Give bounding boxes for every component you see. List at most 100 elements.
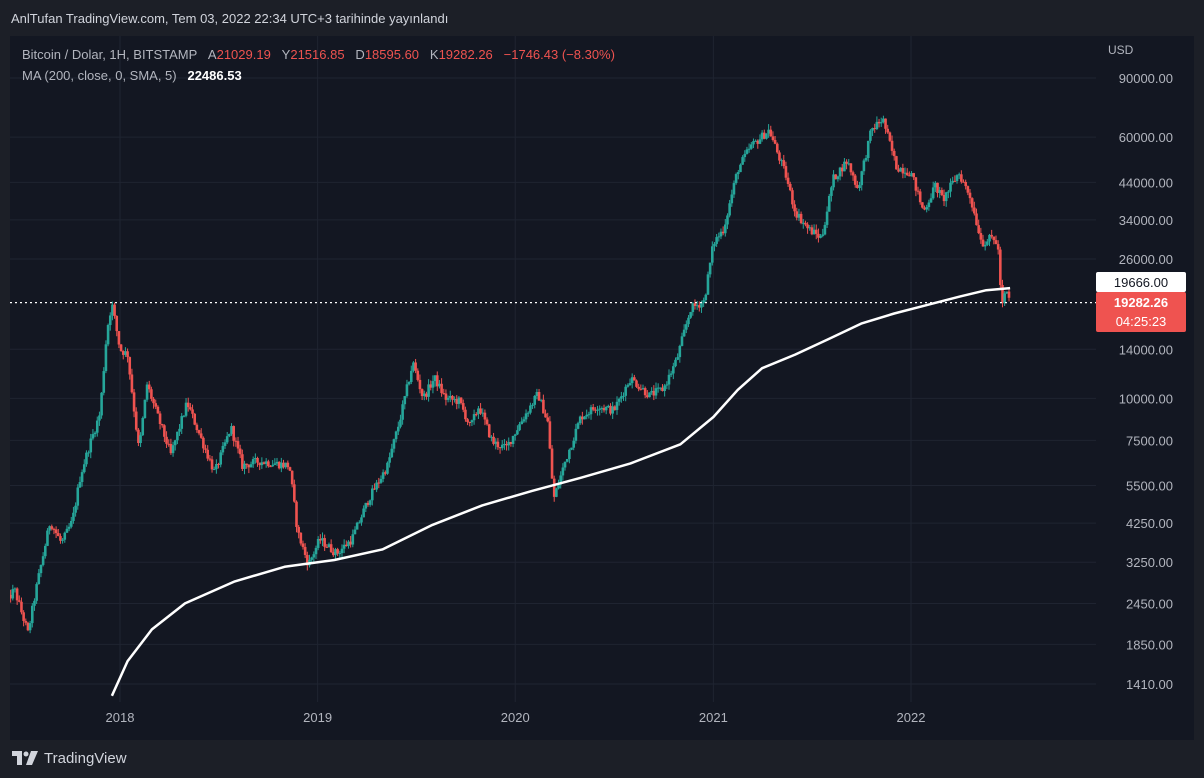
candle-body xyxy=(414,362,417,371)
candle-body xyxy=(93,432,97,435)
candle-body xyxy=(76,487,80,506)
candle-body xyxy=(206,449,210,459)
candle-body xyxy=(111,304,114,316)
candle-body xyxy=(418,379,422,390)
candle-body xyxy=(228,433,231,437)
candle-body xyxy=(873,127,877,129)
candle-body xyxy=(336,549,339,554)
candle-body xyxy=(860,171,864,186)
candle-body xyxy=(35,584,38,601)
candle-body xyxy=(565,459,569,462)
candle-body xyxy=(535,391,539,396)
candle-body xyxy=(442,393,446,395)
candle-body xyxy=(26,622,30,631)
candle-body xyxy=(966,186,970,193)
candle-body xyxy=(630,377,634,384)
candle-body xyxy=(251,459,255,465)
candle-body xyxy=(799,213,803,224)
candle-body xyxy=(786,177,790,184)
candle-body xyxy=(819,235,822,238)
candle-body xyxy=(373,488,376,490)
candle-body xyxy=(916,190,920,192)
candle-body xyxy=(425,393,428,397)
candle-body xyxy=(448,395,452,398)
candle-body xyxy=(165,436,168,444)
candle-body xyxy=(520,421,524,425)
y-tick-label: 34000.00 xyxy=(1119,213,1173,228)
candle-body xyxy=(914,177,918,191)
symbol-label[interactable]: Bitcoin / Dolar, 1H, BITSTAMP xyxy=(22,47,198,62)
candle-body xyxy=(795,211,799,218)
candle-body xyxy=(405,384,409,397)
candle-body xyxy=(43,545,47,557)
candle-body xyxy=(117,331,121,345)
candle-body xyxy=(843,161,846,172)
candle-body xyxy=(702,300,705,304)
candle-body xyxy=(925,207,929,210)
candle-body xyxy=(184,402,188,416)
candle-body xyxy=(698,305,701,308)
candle-body xyxy=(834,174,838,180)
candle-body xyxy=(392,439,396,449)
candle-body xyxy=(674,359,677,367)
candle-body xyxy=(199,433,203,438)
candle-body xyxy=(732,183,736,195)
candle-body xyxy=(589,407,593,415)
candle-body xyxy=(934,182,937,188)
ma-indicator-value: 22486.53 xyxy=(187,68,242,83)
candle-body xyxy=(33,600,36,606)
candle-body xyxy=(284,462,287,468)
candle-body xyxy=(762,132,766,139)
candle-body xyxy=(771,136,775,140)
currency-label[interactable]: USD xyxy=(1108,43,1134,57)
candle-body xyxy=(669,373,673,375)
candles xyxy=(10,115,1011,634)
candle-body xyxy=(470,420,474,423)
candle-body xyxy=(132,392,136,412)
candle-body xyxy=(479,408,482,414)
candle-body xyxy=(903,172,907,174)
price-chart[interactable]: 90000.00 60000.00 44000.00 34000.00 26000.00… xyxy=(10,36,1194,740)
candle-body xyxy=(245,463,248,465)
candle-body xyxy=(494,441,498,444)
candle-body xyxy=(503,443,506,445)
candle-body xyxy=(721,231,725,234)
candle-body xyxy=(10,594,12,599)
ma-indicator-label[interactable]: MA (200, close, 0, SMA, 5) xyxy=(22,68,177,83)
candle-body xyxy=(756,140,760,144)
candle-body xyxy=(609,405,612,414)
candle-body xyxy=(69,520,73,527)
candle-body xyxy=(288,467,292,471)
candle-body xyxy=(358,522,361,524)
candle-body xyxy=(613,406,617,410)
ma-price-tag-text: 19666.00 xyxy=(1114,275,1168,290)
candle-body xyxy=(711,246,714,263)
candle-body xyxy=(999,249,1002,285)
candle-body xyxy=(219,452,223,465)
candle-body xyxy=(899,168,903,172)
candle-body xyxy=(152,398,155,404)
candle-body xyxy=(960,174,963,182)
candle-body xyxy=(672,366,675,374)
candle-body xyxy=(765,133,768,139)
y-tick-label: 90000.00 xyxy=(1119,71,1173,86)
candle-body xyxy=(979,233,983,240)
chart-frame[interactable]: 90000.00 60000.00 44000.00 34000.00 26000.00… xyxy=(10,36,1194,740)
brand[interactable]: TradingView xyxy=(12,748,127,768)
candle-body xyxy=(522,419,526,422)
candle-body xyxy=(509,441,513,444)
candle-body xyxy=(977,225,980,234)
candle-body xyxy=(531,404,534,406)
candle-body xyxy=(767,129,770,134)
candle-body xyxy=(182,415,186,417)
candle-body xyxy=(996,244,1000,250)
candle-body xyxy=(695,305,699,307)
candle-body xyxy=(973,207,976,214)
candle-body xyxy=(782,160,786,167)
candle-body xyxy=(518,424,521,431)
candle-body xyxy=(293,484,296,502)
candle-body xyxy=(466,419,469,422)
candle-body xyxy=(847,163,851,165)
candle-body xyxy=(306,554,309,566)
candle-body xyxy=(316,538,320,548)
